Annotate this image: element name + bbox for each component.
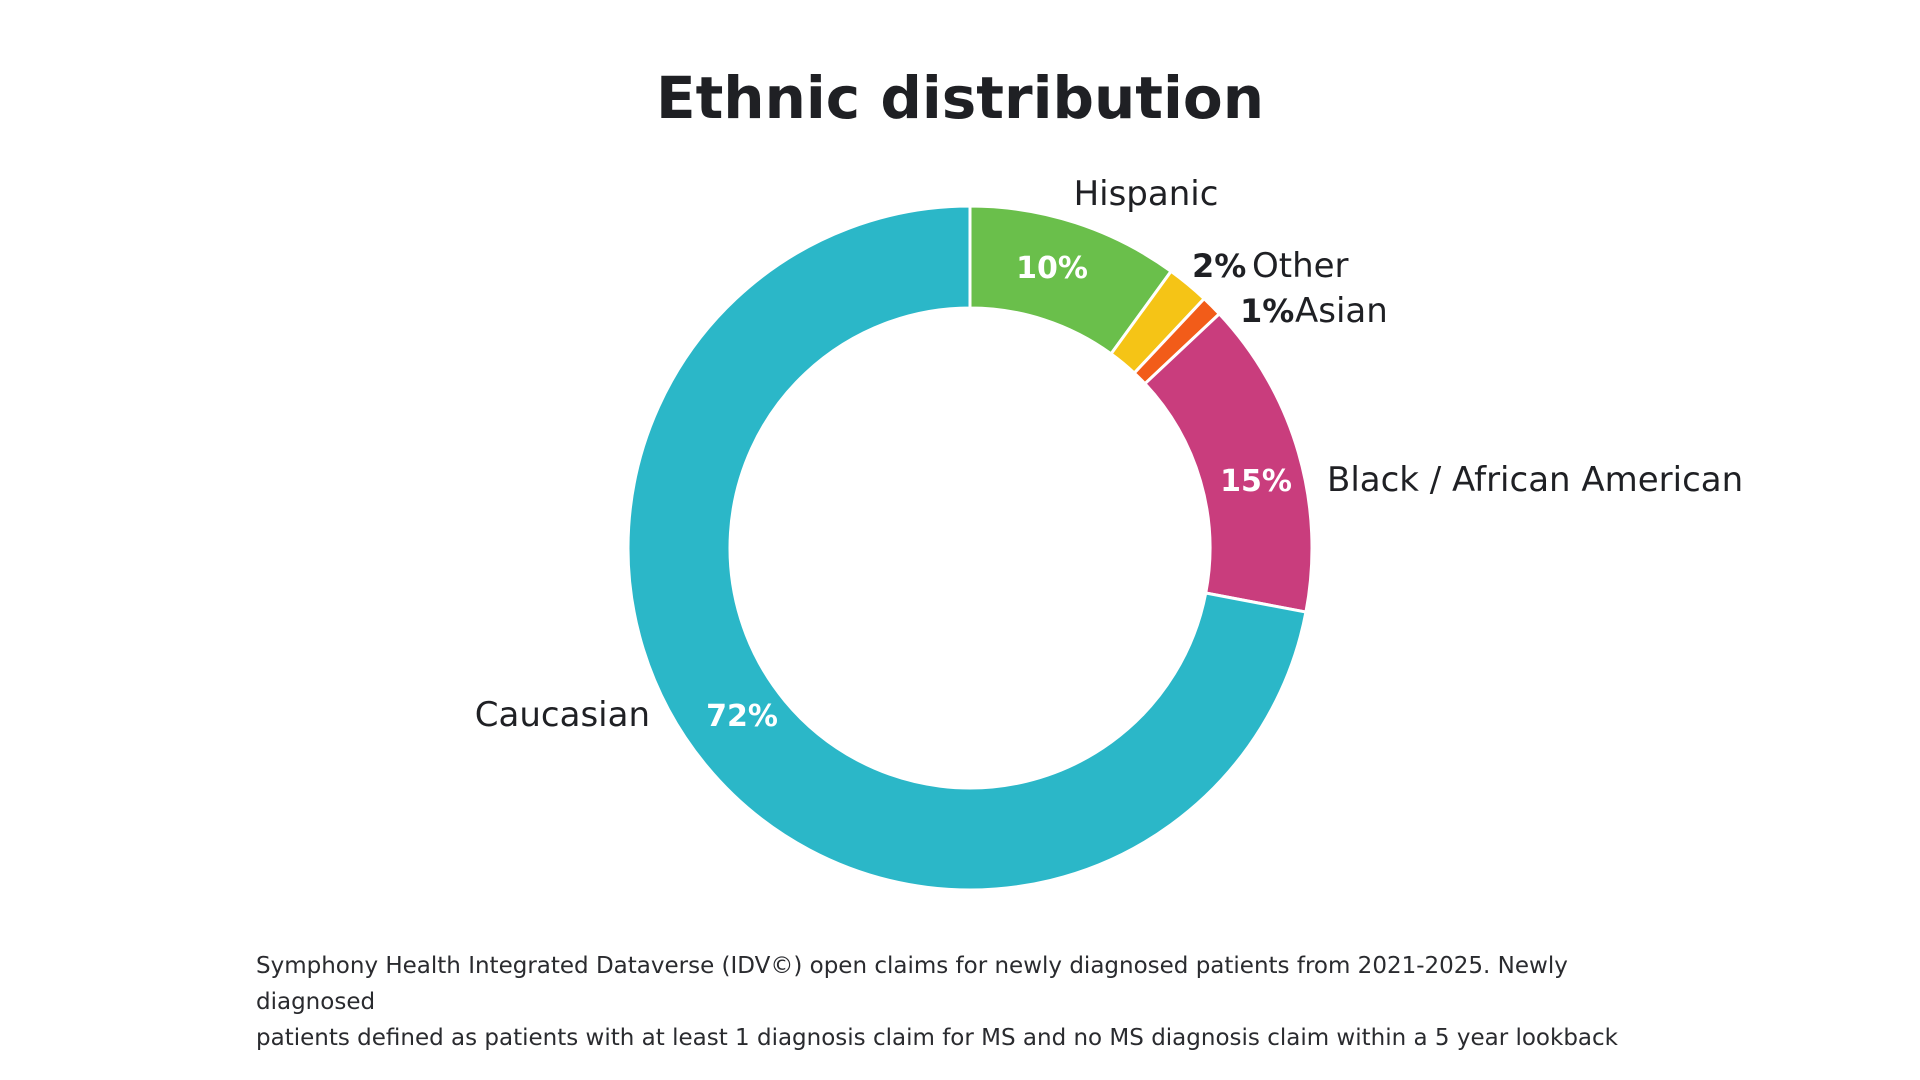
slice-caucasian xyxy=(626,204,1308,892)
donut-slices xyxy=(626,204,1314,892)
source-footnote: Symphony Health Integrated Dataverse (ID… xyxy=(256,948,1676,1056)
value-label-asian: 1% xyxy=(1240,292,1294,330)
value-label-black-african-american: 15% xyxy=(1220,464,1292,499)
slice-black-african-american xyxy=(1142,311,1314,614)
footnote-line-1: Symphony Health Integrated Dataverse (ID… xyxy=(256,953,1568,1015)
label-asian: Asian xyxy=(1295,291,1388,331)
label-hispanic: Hispanic xyxy=(1074,174,1219,214)
value-label-hispanic: 10% xyxy=(1016,251,1088,286)
footnote-line-2: patients defined as patients with at lea… xyxy=(256,1025,1618,1051)
chart-title: Ethnic distribution xyxy=(656,64,1264,132)
value-label-other: 2% xyxy=(1192,247,1246,285)
value-label-caucasian: 72% xyxy=(706,699,778,734)
label-black-african-american: Black / African American xyxy=(1327,460,1743,500)
label-other: Other xyxy=(1252,246,1349,286)
label-caucasian: Caucasian xyxy=(475,695,650,735)
